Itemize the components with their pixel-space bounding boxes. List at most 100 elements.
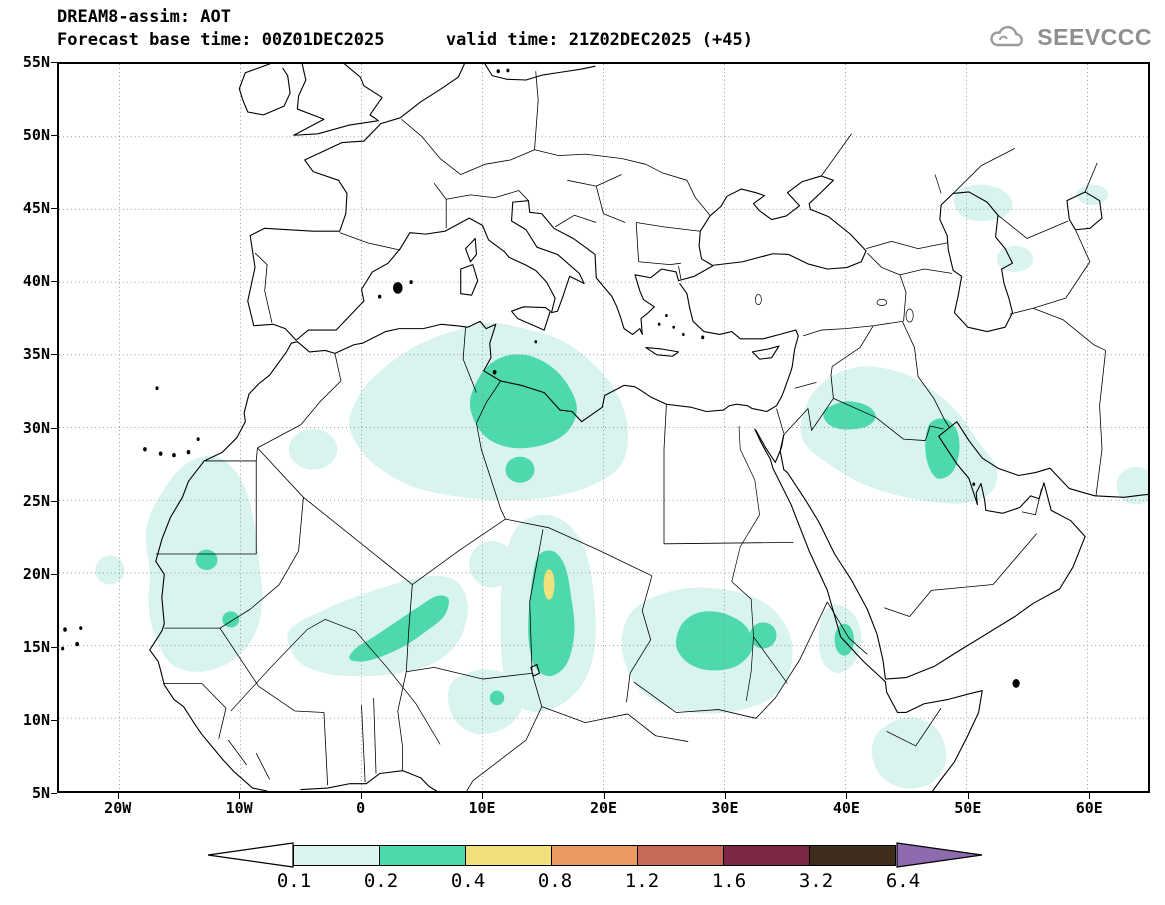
country-borders-path <box>156 71 1106 791</box>
island-dot <box>75 641 79 647</box>
x-axis-tick <box>239 793 241 799</box>
x-axis-tick <box>724 793 726 799</box>
colorbar-label: 0.8 <box>537 870 573 892</box>
aot-region-level-0.1 <box>287 575 468 677</box>
coastline-path-ireland <box>239 64 290 115</box>
y-axis-label: 10N <box>22 710 50 729</box>
aot-region-level-0.1 <box>1076 184 1109 206</box>
y-axis-tick <box>51 208 57 210</box>
plot-subtitle: Forecast base time: 00Z01DEC2025 valid t… <box>57 30 753 50</box>
coastline-path-baltic <box>485 64 595 80</box>
seevccc-logo: SEEVCCC <box>986 22 1152 52</box>
x-axis-label: 60E <box>1075 799 1103 817</box>
coastline-path-britain <box>294 64 382 135</box>
y-axis-tick <box>51 427 57 429</box>
island-dot <box>79 626 83 631</box>
lake-tuz <box>755 294 761 304</box>
colorbar-segment-3.2 <box>809 844 896 866</box>
aot-region-level-0.2 <box>195 549 218 570</box>
island-dot <box>143 447 147 452</box>
colorbar-segment-0.4 <box>465 844 552 866</box>
coastline-path-aral-sea <box>1067 192 1102 230</box>
y-axis-tick <box>51 646 57 648</box>
y-axis-label: 40N <box>22 272 50 291</box>
aot-region-level-0.1 <box>996 245 1034 272</box>
y-axis-label: 55N <box>22 53 50 71</box>
x-axis-tick <box>603 793 605 799</box>
aot-region-level-0.2 <box>489 690 505 706</box>
island-dot <box>186 450 191 455</box>
island-dot <box>409 280 413 285</box>
x-axis-tick <box>117 793 119 799</box>
x-axis-label: 30E <box>711 799 739 817</box>
island-dot <box>701 335 705 340</box>
y-axis-tick <box>51 281 57 283</box>
island-dot <box>492 369 497 375</box>
aot-region-level-0.1 <box>469 540 516 588</box>
x-axis-label: 10E <box>468 799 496 817</box>
x-axis-label: 0 <box>356 799 366 817</box>
island-dot <box>196 437 200 442</box>
colorbar-segment-1.6 <box>723 844 810 866</box>
aot-region-level-0.2 <box>469 354 577 449</box>
x-axis-label: 40E <box>832 799 860 817</box>
x-axis-tick <box>967 793 969 799</box>
island-dot <box>63 627 67 632</box>
aot-region-level-0.1 <box>288 428 338 470</box>
island-dot <box>682 332 685 337</box>
x-axis-label: 20E <box>589 799 618 817</box>
coastline-path-caspian-sea <box>940 192 1013 332</box>
x-axis-label: 10W <box>225 799 253 817</box>
island-dot <box>172 452 176 458</box>
aot-region-level-0.2 <box>925 418 960 479</box>
island-dot <box>665 313 668 318</box>
seevccc-logo-text: SEEVCCC <box>1037 23 1152 50</box>
y-axis-label: 25N <box>22 491 50 510</box>
colorbar-segment-0.8 <box>551 844 638 866</box>
aot-region-level-0.2 <box>675 611 753 671</box>
aot-region-level-0.2 <box>823 401 876 430</box>
y-axis-label: 35N <box>22 345 50 364</box>
aot-region-level-0.1 <box>953 184 1013 222</box>
colorbar-label: 1.2 <box>624 870 660 892</box>
island-dot <box>672 325 676 329</box>
aot-region-level-0.1 <box>448 669 524 735</box>
island-dot <box>496 69 500 74</box>
rivers-path <box>231 175 941 745</box>
aot-region-level-0.2 <box>222 611 240 628</box>
y-axis-tick <box>51 793 57 794</box>
x-axis-label: 20W <box>104 799 132 817</box>
colorbar-label: 0.4 <box>450 870 486 892</box>
colorbar-label: 1.6 <box>711 870 747 892</box>
aot-region-level-0.2 <box>528 550 575 677</box>
coastline-path-africa-anatolia <box>150 284 799 791</box>
colorbar-label: 3.2 <box>798 870 834 892</box>
y-axis-tick <box>51 62 57 63</box>
x-axis-tick <box>846 793 848 799</box>
colorbar-segment-0.2 <box>379 844 466 866</box>
island-dot <box>506 68 510 73</box>
y-axis-label: 30N <box>22 418 50 437</box>
island-dot <box>657 322 661 326</box>
y-axis-tick <box>51 135 57 137</box>
island-dot <box>155 386 159 391</box>
y-axis-label: 50N <box>22 126 50 145</box>
aot-colorbar: 0.1 0.2 0.4 0.8 1.2 1.6 3.2 6.4 <box>206 842 991 900</box>
coastline-path-redsea-horn <box>755 429 982 791</box>
colorbar-segment-1.2 <box>637 844 724 866</box>
colorbar-label: 0.2 <box>363 870 399 892</box>
colorbar-label: 6.4 <box>885 870 921 892</box>
colorbar-over-arrow <box>896 842 983 868</box>
y-axis-tick <box>51 500 57 502</box>
colorbar-row <box>206 842 991 868</box>
island-dot <box>534 340 538 344</box>
x-axis-tick <box>360 793 362 799</box>
island-dot <box>377 294 382 299</box>
island-dot <box>972 482 976 486</box>
y-axis-label: 20N <box>22 564 50 583</box>
y-axis-label: 45N <box>22 199 50 218</box>
aot-region-level-0.1 <box>871 717 947 789</box>
basemap-layer <box>61 64 1148 791</box>
coastline-path-black-sea <box>699 176 866 269</box>
